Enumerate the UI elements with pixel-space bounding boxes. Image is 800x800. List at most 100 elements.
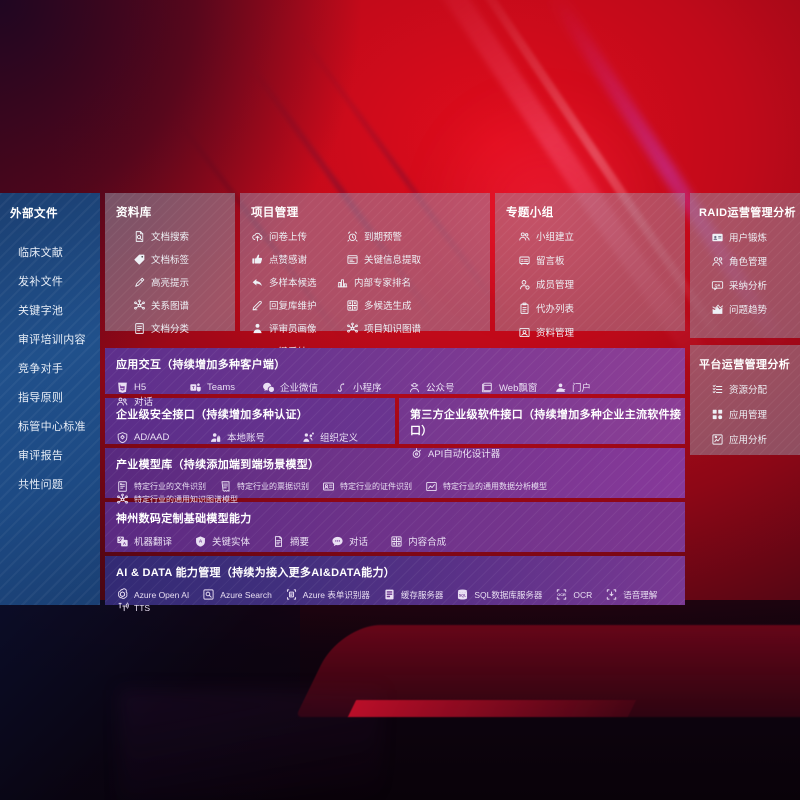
model-item-4[interactable]: 特定行业的通用数据分析模型 (425, 480, 547, 493)
data-analysis-model-icon (425, 480, 438, 493)
client-item-7[interactable]: 门户 (554, 380, 627, 394)
project-item-7[interactable]: 回复库维护 (251, 298, 346, 312)
model-item-1[interactable]: 特定行业的文件识别 (116, 480, 206, 493)
panel-project-management: 项目管理 问卷上传 到期预警 点赞感谢 关键信息提取 多样本候选 内部专家排名 回复库维护 多… (240, 193, 490, 358)
ai-data-item-label: TTS (134, 602, 151, 613)
ai-data-item-4[interactable]: 缓存服务器 (383, 588, 444, 601)
base-model-item-4[interactable]: 对话 (331, 534, 368, 548)
group-item-5[interactable]: 资料管理 (518, 325, 602, 339)
security-item-2[interactable]: 本地账号 (209, 430, 302, 444)
model-item-2[interactable]: 特定行业的票据识别 (219, 480, 309, 493)
ai-data-item-label: Azure Open AI (134, 589, 190, 600)
library-item-1[interactable]: 文档搜索 (133, 229, 235, 243)
ai-data-item-3[interactable]: Azure 表单识别器 (285, 588, 370, 601)
ai-data-item-1[interactable]: Azure Open AI (116, 588, 189, 601)
svg-text:SQL: SQL (459, 594, 467, 598)
extract-info-icon (346, 253, 359, 266)
client-item-label: Web飘窗 (499, 383, 538, 394)
sidebar-item-4[interactable]: 审评培训内容 (18, 333, 86, 346)
client-item-8[interactable]: 对话 (116, 394, 189, 408)
client-item-1[interactable]: H5 (116, 380, 189, 394)
library-item-label: 关系图谱 (151, 301, 190, 312)
band-security-title: 企业级安全接口（持续增加多种认证） (116, 409, 309, 421)
ai-data-item-6[interactable]: OCR OCR (555, 588, 592, 601)
panel-group-title: 专题小组 (506, 207, 554, 219)
reply-arrow-icon (251, 276, 264, 289)
ai-data-item-8[interactable]: TTS (116, 601, 150, 614)
base-model-item-1[interactable]: 文 A 机器翻译 (116, 534, 172, 548)
ai-data-item-2[interactable]: Azure Search (202, 588, 272, 601)
client-item-5[interactable]: 公众号 (408, 380, 481, 394)
group-item-label: 代办列表 (536, 304, 575, 315)
model-item-3[interactable]: 特定行业的证件识别 (322, 480, 412, 493)
raid-item-2[interactable]: 角色管理 (711, 254, 800, 268)
base-model-item-5[interactable]: 内容合成 (390, 534, 446, 548)
client-item-6[interactable]: Web飘窗 (481, 380, 554, 394)
security-item-label: 本地账号 (227, 433, 266, 444)
model-item-label: 特定行业的票据识别 (237, 482, 309, 491)
platform-item-3[interactable]: 应用分析 (711, 432, 800, 446)
group-item-1[interactable]: 小组建立 (518, 229, 602, 243)
security-item-label: 组织定义 (320, 433, 359, 444)
group-item-4[interactable]: 代办列表 (518, 301, 602, 315)
sidebar-item-6[interactable]: 指导原则 (18, 391, 64, 404)
ai-data-item-7[interactable]: 语音理解 (605, 588, 657, 601)
raid-item-1[interactable]: 用户锻炼 (711, 230, 800, 244)
project-item-1[interactable]: 问卷上传 (251, 229, 346, 243)
base-model-item-2[interactable]: A 关键实体 (194, 534, 250, 548)
ai-data-item-5[interactable]: SQL SQL数据库服务器 (456, 588, 542, 601)
raid-item-3[interactable]: QA 采纳分析 (711, 278, 800, 292)
sidebar-item-3[interactable]: 关键字池 (18, 304, 64, 317)
project-item-2[interactable]: 到期预警 (346, 229, 431, 243)
sidebar-item-5[interactable]: 竞争对手 (18, 362, 64, 375)
user-card-icon (711, 231, 724, 244)
sidebar-item-2[interactable]: 发补文件 (18, 275, 64, 288)
project-item-3[interactable]: 点赞感谢 (251, 252, 346, 266)
library-item-4[interactable]: 关系图谱 (133, 298, 235, 312)
web-window-icon (481, 381, 494, 394)
project-item-6[interactable]: 内部专家排名 (336, 275, 431, 289)
raid-item-4[interactable]: 问题趋势 (711, 302, 800, 316)
dialog-icon (116, 395, 129, 408)
project-item-10[interactable]: 项目知识图谱 (346, 321, 441, 335)
library-item-5[interactable]: 文档分类 (133, 321, 235, 335)
sidebar-item-9[interactable]: 共性问题 (18, 478, 64, 491)
group-item-2[interactable]: 留言板 (518, 253, 602, 267)
client-item-4[interactable]: 小程序 (335, 380, 408, 394)
ai-data-item-label: 缓存服务器 (400, 589, 444, 600)
sidebar-item-7[interactable]: 标管中心标准 (18, 420, 86, 433)
platform-item-1[interactable]: 资源分配 (711, 382, 800, 396)
client-item-2[interactable]: T Teams (189, 380, 262, 394)
member-manage-icon (518, 278, 531, 291)
group-item-label: 成员管理 (536, 280, 575, 291)
project-item-5[interactable]: 多样本候选 (251, 275, 336, 289)
library-item-3[interactable]: 高亮提示 (133, 275, 235, 289)
sidebar-item-8[interactable]: 审评报告 (18, 449, 64, 462)
band-third-party-interface: 第三方企业级软件接口（持续增加多种企业主流软件接口） API自动化设计器 (399, 398, 685, 460)
tts-icon (116, 601, 129, 614)
project-item-4[interactable]: 关键信息提取 (346, 252, 441, 266)
client-item-label: H5 (134, 381, 147, 393)
panel-platform-title: 平台运营管理分析 (699, 359, 791, 371)
security-item-1[interactable]: AD/AAD (116, 430, 209, 444)
model-item-5[interactable]: 特定行业的通用知识图谱模型 (116, 493, 238, 506)
project-item-label: 回复库维护 (269, 301, 317, 312)
summary-doc-icon (272, 535, 285, 548)
security-item-3[interactable]: 组织定义 (302, 430, 395, 444)
client-item-3[interactable]: 企业微信 (262, 380, 335, 394)
library-item-label: 文档搜索 (151, 232, 190, 243)
project-item-label: 项目知识图谱 (364, 324, 422, 335)
base-model-item-label: 对话 (349, 537, 369, 548)
group-item-3[interactable]: 成员管理 (518, 277, 602, 291)
project-item-9[interactable]: 评审员画像 (251, 321, 346, 335)
base-model-item-3[interactable]: 摘要 (272, 534, 309, 548)
sidebar-item-1[interactable]: 临床文献 (18, 246, 64, 259)
third-party-item-1[interactable]: API自动化设计器 (410, 446, 500, 460)
raid-item-label: 采纳分析 (729, 281, 768, 292)
model-item-label: 特定行业的证件识别 (340, 482, 412, 491)
library-item-2[interactable]: 文档标签 (133, 252, 235, 266)
panel-raid-title: RAID运营管理分析 (699, 207, 796, 219)
platform-item-2[interactable]: 应用管理 (711, 407, 800, 421)
project-item-8[interactable]: 多候选生成 (346, 298, 431, 312)
base-model-item-label: 机器翻译 (134, 537, 173, 548)
